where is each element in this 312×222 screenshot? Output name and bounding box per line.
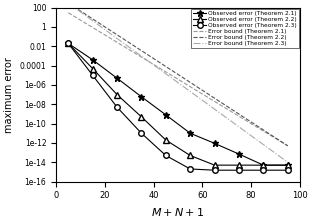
Observed error (Theorem 2.3)	[237, 169, 241, 172]
Observed error (Theorem 2.3)	[91, 74, 95, 77]
Observed error (Theorem 2.1)	[213, 142, 217, 145]
Observed error (Theorem 2.3)	[261, 169, 265, 172]
Observed error (Theorem 2.2)	[115, 93, 119, 96]
Observed error (Theorem 2.1)	[237, 153, 241, 155]
Observed error (Theorem 2.2)	[188, 154, 192, 157]
Observed error (Theorem 2.3)	[213, 169, 217, 172]
Observed error (Theorem 2.1)	[91, 58, 95, 61]
Y-axis label: maximum error: maximum error	[4, 57, 14, 133]
Observed error (Theorem 2.1)	[115, 77, 119, 79]
Observed error (Theorem 2.1)	[164, 113, 168, 116]
Observed error (Theorem 2.3)	[164, 154, 168, 157]
Observed error (Theorem 2.3)	[66, 42, 70, 45]
Observed error (Theorem 2.1)	[66, 42, 70, 45]
Observed error (Theorem 2.2)	[261, 164, 265, 166]
Observed error (Theorem 2.2)	[139, 115, 143, 118]
Observed error (Theorem 2.2)	[91, 67, 95, 70]
Line: Observed error (Theorem 2.1): Observed error (Theorem 2.1)	[65, 40, 291, 169]
Observed error (Theorem 2.1)	[188, 132, 192, 135]
Observed error (Theorem 2.1)	[139, 95, 143, 98]
Line: Observed error (Theorem 2.2): Observed error (Theorem 2.2)	[66, 41, 290, 168]
Observed error (Theorem 2.2)	[213, 164, 217, 166]
Observed error (Theorem 2.2)	[164, 139, 168, 141]
Observed error (Theorem 2.3)	[286, 169, 290, 172]
X-axis label: $M + N + 1$: $M + N + 1$	[151, 206, 205, 218]
Line: Observed error (Theorem 2.3): Observed error (Theorem 2.3)	[66, 41, 290, 173]
Observed error (Theorem 2.3)	[188, 168, 192, 170]
Observed error (Theorem 2.1)	[261, 164, 265, 166]
Observed error (Theorem 2.2)	[66, 42, 70, 45]
Observed error (Theorem 2.3)	[115, 106, 119, 109]
Observed error (Theorem 2.3)	[139, 132, 143, 135]
Observed error (Theorem 2.2)	[286, 164, 290, 166]
Observed error (Theorem 2.1)	[286, 164, 290, 166]
Observed error (Theorem 2.2)	[237, 164, 241, 166]
Legend: Observed error (Theorem 2.1), Observed error (Theorem 2.2), Observed error (Theo: Observed error (Theorem 2.1), Observed e…	[191, 9, 299, 48]
